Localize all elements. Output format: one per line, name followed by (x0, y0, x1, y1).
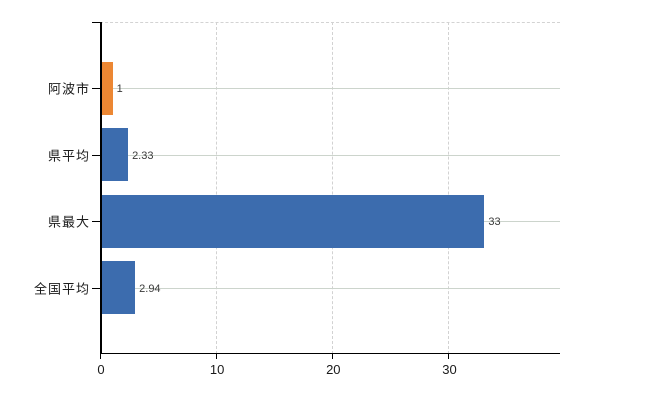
category-label-1: 県平均 (47, 148, 90, 164)
y-axis-line (100, 22, 102, 354)
bar-2 (101, 194, 485, 248)
category-label-3: 全国平均 (33, 281, 90, 297)
y-gridline-1 (100, 154, 560, 156)
category-label-2: 県最大 (47, 214, 90, 230)
bar-1 (101, 128, 129, 182)
y-axis-tick-top (92, 22, 100, 23)
y-axis-tick-0 (92, 88, 100, 90)
x-tick-label-0: 0 (97, 362, 105, 377)
x-axis-tick-0 (100, 354, 101, 359)
y-gridline-0 (100, 88, 560, 90)
bar-3 (101, 261, 136, 315)
y-axis-tick-1 (92, 154, 100, 156)
value-label-2: 33 (488, 216, 501, 229)
value-label-3: 2.94 (139, 282, 161, 295)
category-label-0: 阿波市 (47, 81, 90, 97)
x-tick-label-30: 30 (442, 362, 457, 377)
y-gridline-3 (100, 287, 560, 289)
y-axis-tick-3 (92, 287, 100, 289)
value-label-1: 2.33 (132, 149, 154, 162)
x-axis-tick-20 (332, 354, 334, 359)
x-gridline-20 (332, 22, 334, 354)
x-gridline-30 (448, 22, 450, 354)
x-axis-line (100, 352, 560, 354)
bar-0 (101, 61, 113, 115)
x-axis-tick-10 (216, 354, 218, 359)
plot-top-border (100, 22, 560, 23)
x-gridline-10 (216, 22, 218, 354)
x-axis-tick-30 (448, 354, 450, 359)
value-label-0: 1 (116, 83, 123, 96)
x-tick-label-10: 10 (209, 362, 225, 377)
x-tick-label-20: 20 (326, 362, 341, 377)
y-axis-tick-2 (92, 221, 100, 223)
